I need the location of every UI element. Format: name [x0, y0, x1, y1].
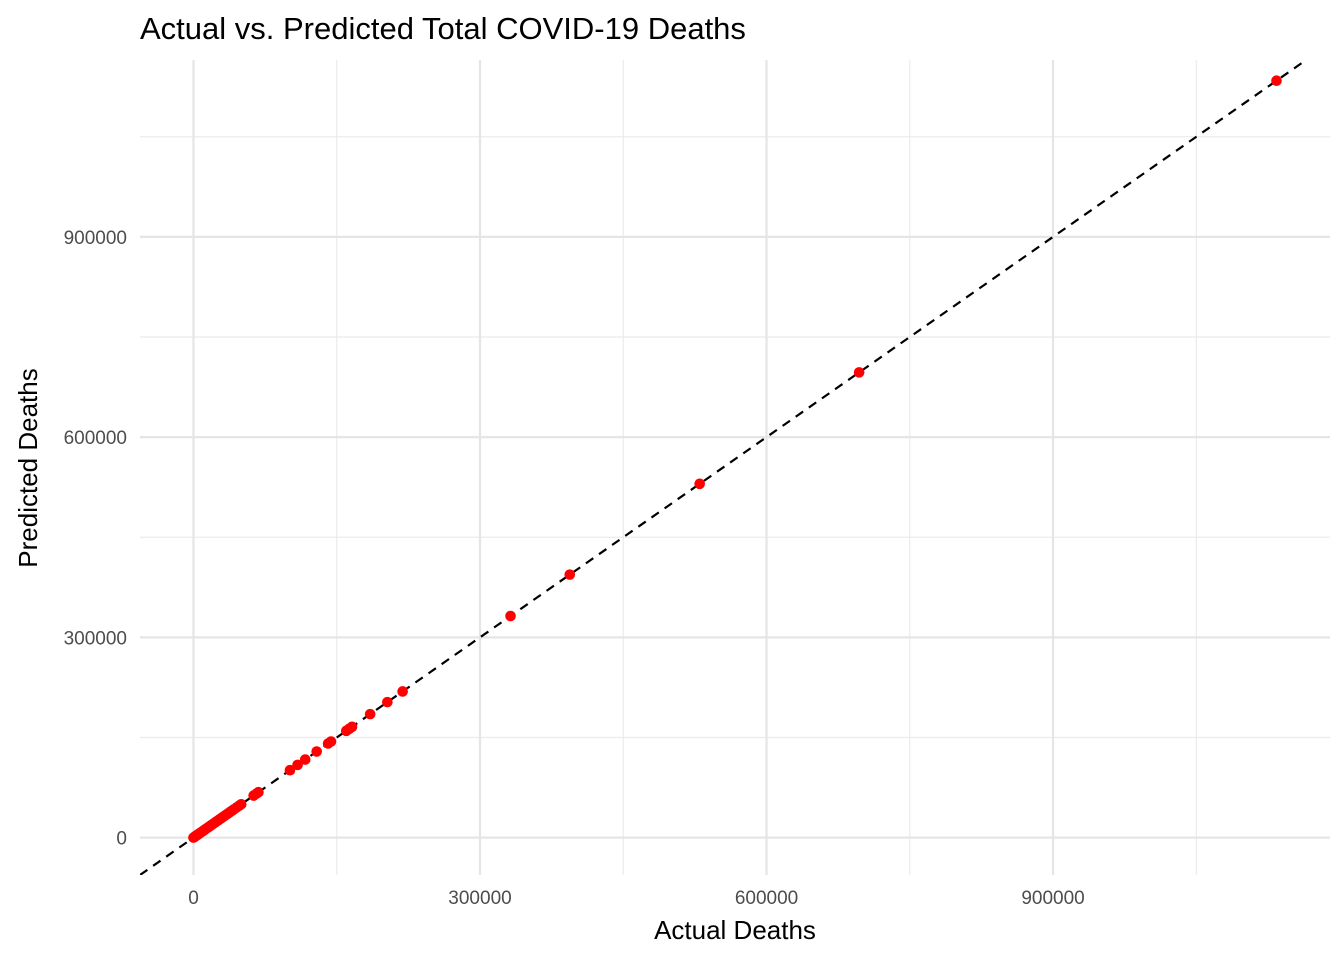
reference-line: [140, 60, 1309, 875]
data-point: [299, 754, 311, 765]
y-tick-label: 900000: [64, 228, 127, 249]
data-point: [694, 478, 705, 490]
data-point: [853, 367, 865, 378]
x-axis-ticks: 0 300000 600000 900000: [188, 888, 1085, 909]
data-point: [292, 759, 303, 771]
major-gridlines: [140, 60, 1330, 875]
data-point: [397, 686, 408, 697]
data-point: [346, 721, 358, 733]
x-tick-label: 0: [188, 888, 199, 909]
chart-title: Actual vs. Predicted Total COVID-19 Deat…: [140, 11, 746, 46]
data-point: [564, 569, 576, 580]
data-point: [235, 798, 247, 810]
x-tick-label: 300000: [448, 888, 511, 909]
x-tick-label: 600000: [735, 888, 798, 909]
data-point: [382, 696, 393, 708]
data-point: [364, 708, 376, 720]
y-axis-title: Predicted Deaths: [13, 368, 43, 567]
data-point: [1271, 75, 1282, 86]
data-point: [325, 736, 337, 747]
data-point: [253, 786, 264, 798]
y-tick-label: 600000: [64, 428, 127, 449]
x-tick-label: 900000: [1021, 888, 1084, 909]
data-points: [188, 75, 1282, 843]
data-point: [284, 764, 296, 776]
data-point: [311, 746, 322, 757]
data-point: [505, 610, 516, 622]
y-tick-label: 300000: [64, 628, 127, 649]
y-tick-label: 0: [116, 829, 127, 850]
x-axis-title: Actual Deaths: [654, 915, 816, 945]
y-axis-ticks: 0 300000 600000 900000: [64, 228, 127, 850]
